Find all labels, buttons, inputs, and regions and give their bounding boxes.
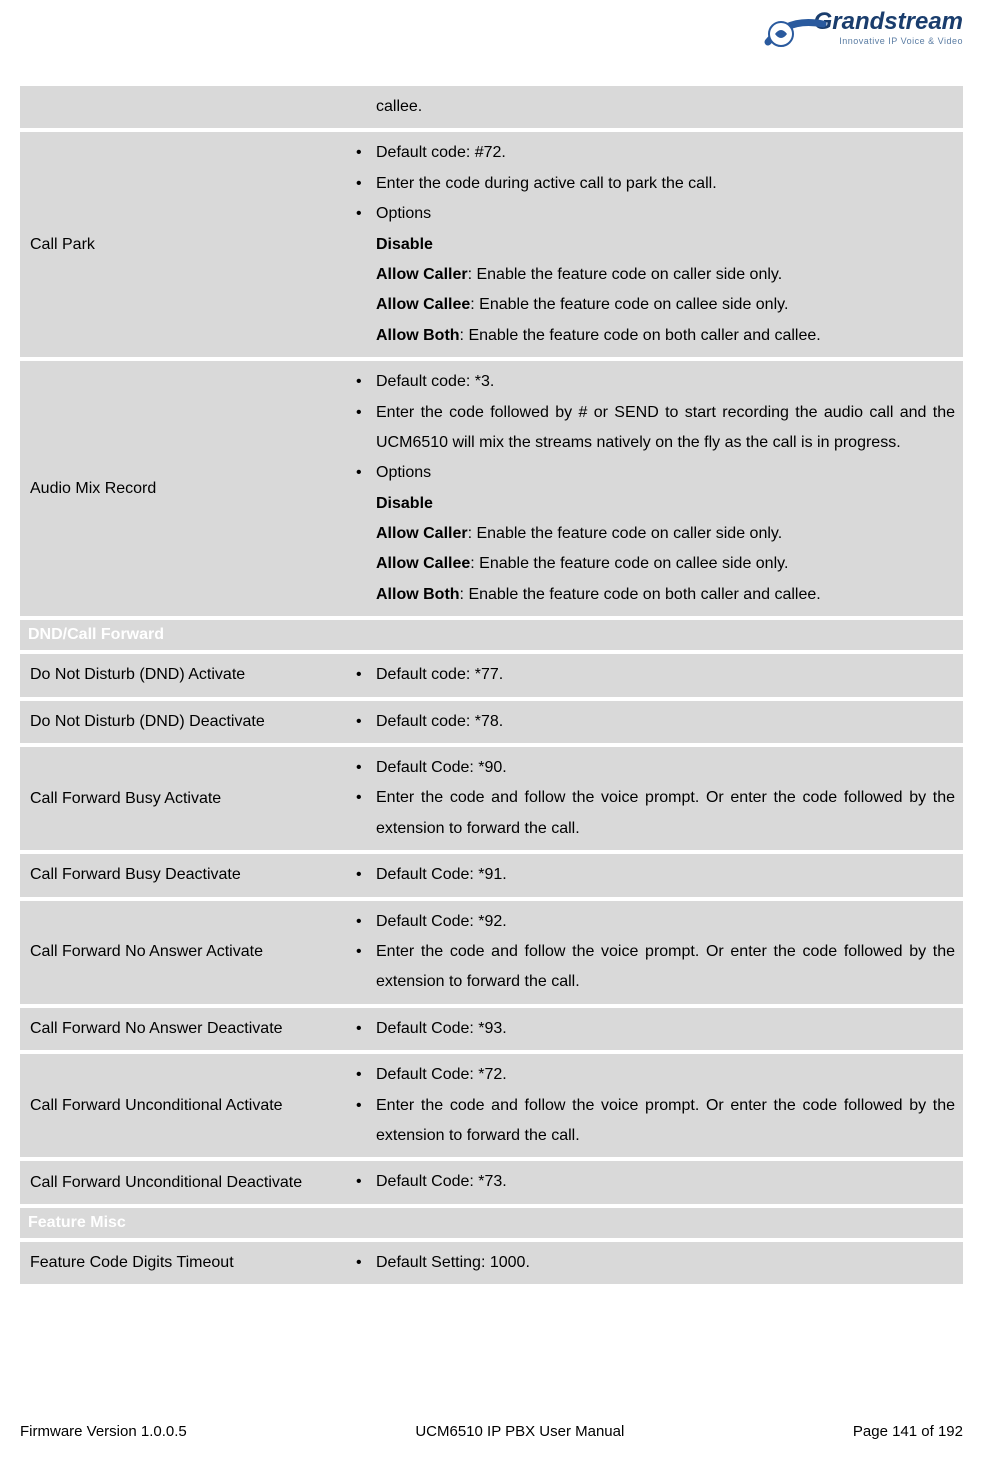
feature-label: Call Forward Unconditional Activate [20, 1054, 330, 1157]
feature-codes-table: callee. Call Park Default code: #72. Ent… [20, 82, 963, 1288]
section-header-row: DND/Call Forward [20, 620, 963, 650]
feature-desc: Default code: *77. [330, 654, 963, 696]
feature-desc: Default code: *3. Enter the code followe… [330, 361, 963, 616]
table-row: Audio Mix Record Default code: *3. Enter… [20, 361, 963, 616]
option-line: Allow Caller: Enable the feature code on… [376, 260, 955, 290]
feature-desc: Default Code: *93. [330, 1008, 963, 1050]
option-line: Allow Caller: Enable the feature code on… [376, 519, 955, 549]
bullet-item: Default Code: *92. [356, 907, 955, 937]
footer-manual-title: UCM6510 IP PBX User Manual [415, 1423, 624, 1440]
option-disable: Disable [376, 489, 955, 519]
table-row: Do Not Disturb (DND) Deactivate Default … [20, 701, 963, 743]
feature-desc: Default code: *78. [330, 701, 963, 743]
feature-label: Audio Mix Record [20, 361, 330, 616]
feature-label: Do Not Disturb (DND) Activate [20, 654, 330, 696]
feature-desc: Default Code: *72. Enter the code and fo… [330, 1054, 963, 1157]
table-row: Call Park Default code: #72. Enter the c… [20, 132, 963, 357]
bullet-item: Default code: #72. [356, 138, 955, 168]
brand-logo: Grandstream Innovative IP Voice & Video [763, 8, 963, 68]
section-header-label: DND/Call Forward [20, 620, 963, 650]
table-row: Call Forward Unconditional Deactivate De… [20, 1161, 963, 1203]
feature-label [20, 86, 330, 128]
bullet-item: Enter the code during active call to par… [356, 169, 955, 199]
bullet-item: Default code: *78. [356, 707, 955, 737]
table-row: Call Forward No Answer Deactivate Defaul… [20, 1008, 963, 1050]
feature-desc: Default Code: *91. [330, 854, 963, 896]
bullet-item: Default Code: *93. [356, 1014, 955, 1044]
feature-label: Feature Code Digits Timeout [20, 1242, 330, 1284]
feature-label: Do Not Disturb (DND) Deactivate [20, 701, 330, 743]
bullet-item: Enter the code and follow the voice prom… [356, 783, 955, 844]
table-row: Call Forward Busy Deactivate Default Cod… [20, 854, 963, 896]
table-row: Call Forward Busy Activate Default Code:… [20, 747, 963, 850]
feature-label: Call Forward Unconditional Deactivate [20, 1161, 330, 1203]
feature-label: Call Park [20, 132, 330, 357]
feature-desc: Default Code: *73. [330, 1161, 963, 1203]
feature-desc: Default Setting: 1000. [330, 1242, 963, 1284]
bullet-item: Default Code: *91. [356, 860, 955, 890]
feature-desc: Default Code: *90. Enter the code and fo… [330, 747, 963, 850]
bullet-item: Enter the code and follow the voice prom… [356, 937, 955, 998]
bullet-item: Options Disable Allow Caller: Enable the… [356, 458, 955, 610]
footer-page-number: Page 141 of 192 [853, 1423, 963, 1440]
feature-desc: Default code: #72. Enter the code during… [330, 132, 963, 357]
feature-label: Call Forward No Answer Deactivate [20, 1008, 330, 1050]
section-header-label: Feature Misc [20, 1208, 963, 1238]
bullet-item: Default Setting: 1000. [356, 1248, 955, 1278]
bullet-item: Default Code: *72. [356, 1060, 955, 1090]
logo-swoosh-icon [763, 12, 833, 52]
feature-label: Call Forward Busy Deactivate [20, 854, 330, 896]
bullet-item: Enter the code followed by # or SEND to … [356, 398, 955, 459]
feature-desc: Default Code: *92. Enter the code and fo… [330, 901, 963, 1004]
option-disable: Disable [376, 230, 955, 260]
footer-firmware-version: Firmware Version 1.0.0.5 [20, 1423, 187, 1440]
bullet-item: Default code: *77. [356, 660, 955, 690]
feature-label: Call Forward No Answer Activate [20, 901, 330, 1004]
table-row: callee. [20, 86, 963, 128]
option-line: Allow Callee: Enable the feature code on… [376, 549, 955, 579]
table-row: Call Forward No Answer Activate Default … [20, 901, 963, 1004]
bullet-item: Default Code: *73. [356, 1167, 955, 1197]
feature-label: Call Forward Busy Activate [20, 747, 330, 850]
table-row: Do Not Disturb (DND) Activate Default co… [20, 654, 963, 696]
option-line: Allow Both: Enable the feature code on b… [376, 580, 955, 610]
option-line: Allow Callee: Enable the feature code on… [376, 290, 955, 320]
table-row: Call Forward Unconditional Activate Defa… [20, 1054, 963, 1157]
continuation-text: callee. [334, 92, 955, 122]
feature-desc: callee. [330, 86, 963, 128]
bullet-item: Options Disable Allow Caller: Enable the… [356, 199, 955, 351]
bullet-item: Default code: *3. [356, 367, 955, 397]
option-line: Allow Both: Enable the feature code on b… [376, 321, 955, 351]
bullet-item: Enter the code and follow the voice prom… [356, 1091, 955, 1152]
table-row: Feature Code Digits Timeout Default Sett… [20, 1242, 963, 1284]
options-label: Options [376, 464, 431, 481]
page-footer: Firmware Version 1.0.0.5 UCM6510 IP PBX … [20, 1423, 963, 1440]
bullet-item: Default Code: *90. [356, 753, 955, 783]
section-header-row: Feature Misc [20, 1208, 963, 1238]
options-label: Options [376, 205, 431, 222]
